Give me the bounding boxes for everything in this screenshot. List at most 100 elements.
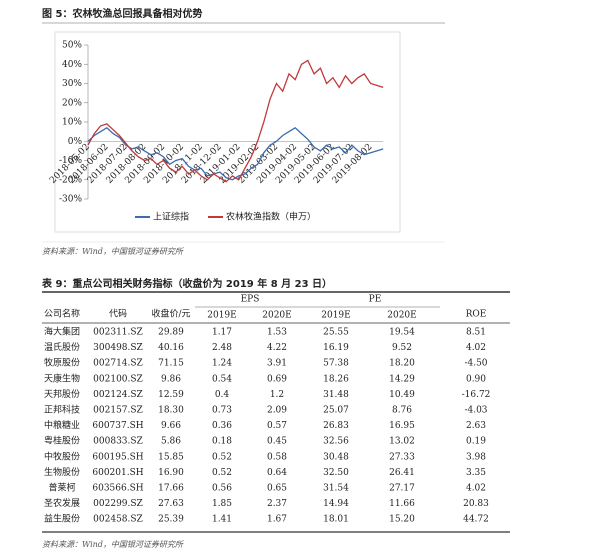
table-title: 表 9：重点公司相关财务指标（收盘价为 2019 年 8 月 23 日） — [41, 277, 332, 290]
table-cell: 12.59 — [158, 390, 184, 400]
table-cell: 000833.SZ — [93, 437, 143, 447]
y-tick-label: 10% — [62, 118, 82, 128]
table-cell: 0.19 — [466, 437, 486, 447]
table-cell: 2.09 — [267, 406, 287, 416]
header-cell: 公司名称 — [44, 308, 80, 320]
header-cell: 2019E — [321, 311, 350, 321]
table-cell: 71.15 — [158, 359, 184, 369]
table-cell: 0.52 — [212, 452, 232, 462]
table-cell: 8.76 — [392, 406, 412, 416]
table-cell: 603566.SH — [92, 484, 143, 494]
header-cell: EPS — [241, 295, 260, 305]
table-cell: 5.86 — [161, 437, 181, 447]
legend-label: 上证综指 — [153, 211, 189, 223]
table-cell: 20.83 — [463, 499, 489, 509]
table-cell: 粤桂股份 — [44, 435, 80, 447]
y-tick-label: 30% — [62, 79, 82, 89]
header-cell: 收盘价/元 — [151, 308, 190, 320]
table-cell: 0.58 — [267, 452, 287, 462]
table-cell: 9.52 — [392, 343, 412, 353]
table-cell: 14.94 — [323, 499, 349, 509]
table-cell: 30.48 — [323, 452, 349, 462]
table-cell: 26.41 — [389, 468, 415, 478]
table-cell: 002311.SZ — [93, 328, 143, 338]
table-cell: 16.19 — [323, 343, 349, 353]
table-cell: 16.90 — [158, 468, 184, 478]
table-cell: 29.89 — [158, 328, 184, 338]
table-cell: 0.90 — [466, 374, 486, 384]
table-cell: 1.67 — [267, 515, 287, 525]
table-cell: 0.69 — [267, 374, 287, 384]
header-cell: 2020E — [387, 311, 416, 321]
table-cell: 27.63 — [158, 499, 184, 509]
table-cell: 海大集团 — [44, 326, 80, 338]
table-cell: 0.52 — [212, 468, 232, 478]
table-cell: 31.54 — [323, 484, 349, 494]
table-cell: 1.53 — [267, 328, 287, 338]
table-cell: 中牧股份 — [44, 450, 80, 462]
table-cell: 10.49 — [389, 390, 415, 400]
table-cell: 13.02 — [389, 437, 415, 447]
table-cell: 2.63 — [466, 421, 486, 431]
table-cell: 生物股份 — [44, 466, 80, 478]
table-cell: 31.48 — [323, 390, 349, 400]
table-cell: 300498.SZ — [93, 343, 143, 353]
table-cell: 益生股份 — [44, 513, 80, 525]
y-tick-label: -30% — [59, 195, 82, 205]
table-cell: 32.56 — [323, 437, 349, 447]
table-cell: 天康生物 — [44, 372, 80, 384]
table-cell: 牧原股份 — [44, 357, 80, 369]
table-cell: 1.85 — [212, 499, 232, 509]
table-cell: 0.65 — [267, 484, 287, 494]
table-cell: -4.03 — [464, 406, 487, 416]
header-cell: PE — [369, 295, 382, 305]
table-cell: 0.64 — [267, 468, 287, 478]
source-note: 资料来源：Wind，中国银河证券研究所 — [42, 247, 185, 256]
table-cell: 天邦股份 — [44, 388, 80, 400]
table-cell: 1.24 — [212, 359, 232, 369]
chart-frame — [54, 31, 401, 233]
series-line — [87, 59, 384, 183]
table-cell: 18.26 — [323, 374, 349, 384]
table-cell: 3.35 — [466, 468, 486, 478]
table-cell: 002100.SZ — [93, 374, 143, 384]
table-cell: 002299.SZ — [93, 499, 143, 509]
y-tick-label: -10% — [59, 156, 82, 166]
table-cell: 0.57 — [267, 421, 287, 431]
table-cell: 4.02 — [466, 343, 486, 353]
table-cell: 3.98 — [466, 452, 486, 462]
table-source: 资料来源：Wind，中国银河证券研究所 — [42, 540, 185, 549]
table-cell: 8.51 — [466, 328, 486, 338]
table-cell: 普莱柯 — [48, 482, 75, 494]
header-cell: 代码 — [109, 309, 127, 320]
table-cell: 0.18 — [212, 437, 232, 447]
table-cell: 18.01 — [323, 515, 349, 525]
table-cell: -4.50 — [464, 359, 487, 369]
table-cell: 26.83 — [323, 421, 349, 431]
y-tick-label: 0% — [68, 137, 83, 147]
table-cell: 600737.SH — [92, 421, 143, 431]
y-tick-label: 40% — [62, 60, 82, 70]
table-cell: 4.02 — [466, 484, 486, 494]
table-cell: 4.22 — [267, 343, 287, 353]
y-tick-label: 20% — [62, 98, 82, 108]
table-cell: 18.30 — [158, 406, 184, 416]
table-cell: 9.86 — [161, 374, 181, 384]
table-cell: 15.20 — [389, 515, 415, 525]
table-cell: 温氏股份 — [44, 341, 80, 353]
figure-title: 图 5：农林牧渔总回报具备相对优势 — [42, 7, 202, 20]
table-cell: 1.17 — [212, 328, 232, 338]
table-cell: 16.95 — [389, 421, 415, 431]
table-cell: 27.17 — [389, 484, 415, 494]
table-cell: 002714.SZ — [93, 359, 143, 369]
legend-label: 农林牧渔指数（申万） — [226, 211, 316, 223]
table-cell: 0.36 — [212, 421, 232, 431]
table-cell: 17.66 — [158, 484, 184, 494]
table-cell: 32.50 — [323, 468, 349, 478]
table-cell: 57.38 — [323, 359, 349, 369]
table-cell: 中粮糖业 — [44, 419, 80, 431]
table-cell: 正邦科技 — [44, 404, 80, 416]
table-cell: 40.16 — [158, 343, 184, 353]
table-cell: 0.56 — [212, 484, 232, 494]
